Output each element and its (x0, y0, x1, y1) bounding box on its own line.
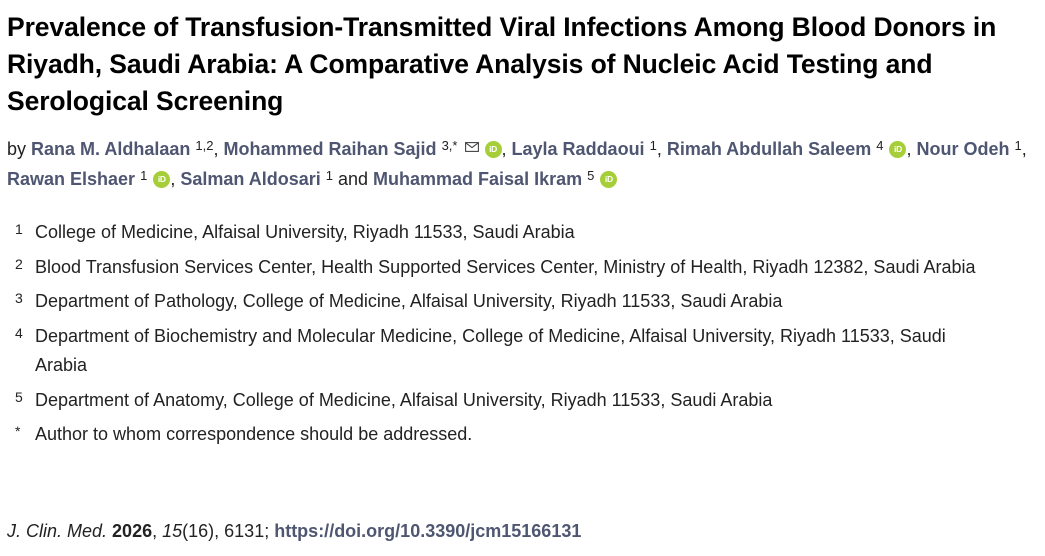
publication-year: 2026 (112, 521, 153, 541)
journal-name: J. Clin. Med. (7, 521, 108, 541)
author-link[interactable]: Rimah Abdullah Saleem (666, 139, 872, 159)
author-affiliation-marker: 1 (325, 168, 333, 183)
affiliation-item: * Author to whom correspondence should be… (7, 420, 1037, 450)
affiliation-item: 1 College of Medicine, Alfaisal Universit… (7, 218, 1037, 248)
affiliation-item: 2 Blood Transfusion Services Center, Heal… (7, 253, 1037, 283)
citation: J. Clin. Med. 2026, 15(16), 6131; https:… (7, 521, 582, 541)
author-affiliation-marker: 5 (587, 168, 595, 183)
affiliation-item: 5 Department of Anatomy, College of Medic… (7, 386, 1037, 416)
author-separator: , (170, 169, 181, 189)
affiliation-text: College of Medicine, Alfaisal University… (35, 222, 575, 242)
author-separator: and (332, 169, 374, 189)
volume: 15 (162, 521, 183, 541)
affiliation-number: 2 (15, 255, 23, 272)
affiliation-item: 3 Department of Pathology, College of Med… (7, 287, 1037, 317)
author-affiliation-marker: 1,2 (195, 138, 214, 153)
article-header: Prevalence of Transfusion-Transmitted Vi… (7, 9, 1037, 455)
author-affiliation-marker: 3,* (441, 138, 458, 153)
affiliation-number: * (15, 423, 21, 439)
author-affiliation-marker: 4 (876, 138, 884, 153)
author-link[interactable]: Rawan Elshaer (7, 169, 136, 189)
affiliation-number: 1 (15, 221, 23, 237)
affiliation-text: Department of Pathology, College of Medi… (35, 291, 783, 311)
author-link[interactable]: Muhammad Faisal Ikram (373, 169, 583, 189)
affiliation-text: Department of Biochemistry and Molecular… (35, 325, 946, 376)
affiliation-text: Department of Anatomy, College of Medici… (35, 389, 773, 410)
article-number: , 6131; (214, 521, 275, 541)
author-separator: , (656, 139, 667, 159)
orcid-icon[interactable]: iD (889, 141, 907, 158)
author-separator: , (906, 139, 917, 159)
article-title: Prevalence of Transfusion-Transmitted Vi… (7, 12, 997, 116)
affiliation-text: Blood Transfusion Services Center, Healt… (35, 256, 976, 277)
issue: (16) (182, 521, 215, 541)
author-separator: , (1021, 139, 1027, 159)
by-prefix: by (7, 139, 27, 159)
orcid-icon[interactable]: iD (600, 171, 618, 188)
author-list: by Rana M. Aldhalaan 1,2, Mohammed Raiha… (7, 134, 1037, 194)
orcid-icon[interactable]: iD (484, 141, 502, 158)
affiliation-number: 4 (15, 324, 23, 341)
affiliation-text: Author to whom correspondence should be … (35, 424, 473, 444)
doi-link[interactable]: https://doi.org/10.3390/jcm15166131 (274, 521, 582, 541)
envelope-icon[interactable] (464, 142, 479, 152)
author-link[interactable]: Layla Raddaoui (511, 139, 645, 159)
author-link[interactable]: Salman Aldosari (180, 169, 321, 189)
affiliation-number: 5 (15, 388, 23, 405)
author-separator: , (501, 139, 512, 159)
affiliation-item: 4 Department of Biochemistry and Molecula… (7, 322, 1037, 381)
author-separator: , (213, 139, 224, 159)
author-affiliation-marker: 1 (1014, 138, 1022, 153)
orcid-icon[interactable]: iD (153, 171, 171, 188)
author-affiliation-marker: 1 (140, 168, 148, 183)
author-link[interactable]: Nour Odeh (916, 139, 1010, 159)
author-link[interactable]: Rana M. Aldhalaan (31, 139, 191, 159)
author-affiliation-marker: 1 (649, 138, 657, 153)
affiliation-number: 3 (15, 290, 23, 306)
affiliation-list: 1 College of Medicine, Alfaisal Universit… (7, 218, 1037, 450)
author-link[interactable]: Mohammed Raihan Sajid (223, 139, 437, 159)
